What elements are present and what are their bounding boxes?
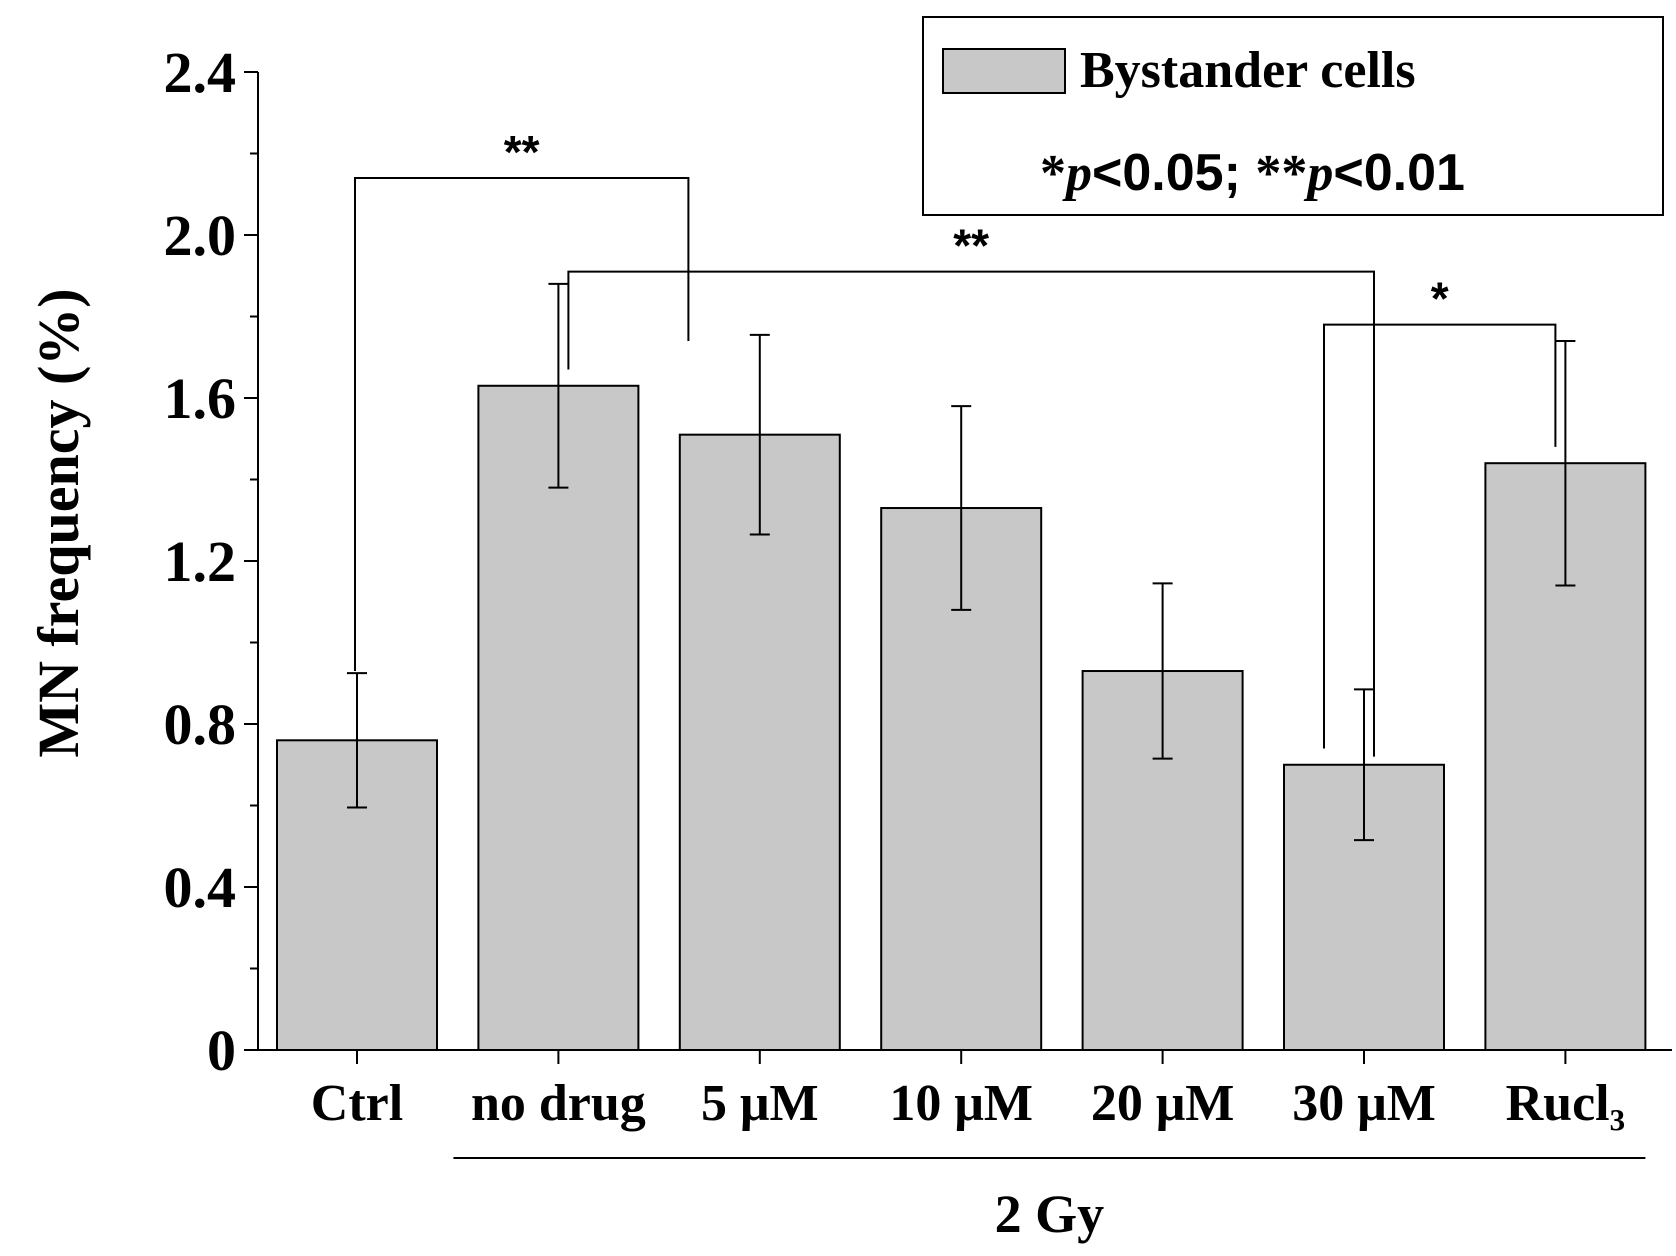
note-double-star: ** [1255,145,1307,202]
bar [477,384,640,1051]
note-p1: p [1062,145,1092,202]
significance-brackets: ***** [354,126,1557,757]
y-tick-label: 2.0 [164,203,237,268]
legend-swatch [942,48,1066,94]
bar [678,433,841,1051]
x-tick-label: no drug [471,1075,646,1132]
significance-label: * [1431,273,1449,325]
x-tick-labels: Ctrl no drug 5 μM 10 μM 20 μM 30 μM Rucl₃ [311,1075,1625,1132]
x-tick-label: 30 μM [1292,1075,1436,1132]
group-bracket-label: 2 Gy [995,1184,1105,1244]
group-bracket: 2 Gy [453,1157,1646,1244]
y-tick-label: 2.4 [164,40,237,105]
legend: Bystander cells *p<0.05; **p<0.01 [922,16,1664,216]
note-threshold-2: <0.01 [1333,144,1465,202]
y-tick-label: 1.2 [164,529,237,594]
y-axis-title: MN frequency (%) [26,288,91,757]
y-tick-label: 0.8 [164,692,237,757]
significance-bracket [567,270,1375,757]
significance-label: ** [953,220,989,272]
x-tick-label: 10 μM [889,1075,1033,1132]
note-single-star: * [1040,145,1066,202]
y-tick-label: 1.6 [164,366,237,431]
note-threshold-1: <0.05; [1092,144,1255,202]
y-tick-labels: 0 0.4 0.8 1.2 1.6 2.0 2.4 [164,40,237,1083]
x-tick-label: 5 μM [701,1075,819,1132]
error-bars [347,282,1576,842]
significance-bracket [1323,323,1557,749]
significance-label: ** [504,126,540,178]
x-tick-label: Rucl₃ [1506,1075,1626,1132]
x-tick-label: 20 μM [1091,1075,1235,1132]
note-p2: p [1303,145,1333,202]
y-tick-label: 0 [207,1018,236,1083]
y-tick-label: 0.4 [164,855,237,920]
legend-label: Bystander cells [1080,42,1416,99]
significance-bracket [354,176,690,672]
x-tick-label: Ctrl [311,1075,403,1132]
legend-significance-note: *p<0.05; **p<0.01 [1040,144,1465,202]
